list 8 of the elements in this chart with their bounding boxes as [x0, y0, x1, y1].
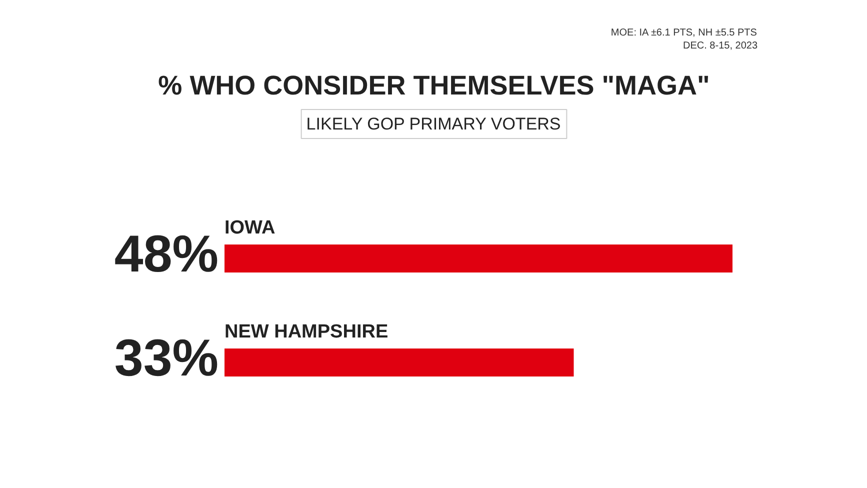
text: DEC. 8-15, 2023 [683, 40, 758, 52]
data-label: 33% [114, 330, 218, 388]
chart-subtitle: LIKELY GOP PRIMARY VOTERS [306, 114, 561, 134]
data-label: 48% [114, 226, 218, 284]
y-tick-label: NEW HAMPSHIRE [224, 322, 388, 342]
y-tick-label: IOWA [224, 218, 276, 238]
chart-title: % WHO CONSIDER THEMSELVES "MAGA" [158, 70, 710, 100]
text: MOE: IA ±6.1 PTS, NH ±5.5 PTS [610, 28, 758, 38]
